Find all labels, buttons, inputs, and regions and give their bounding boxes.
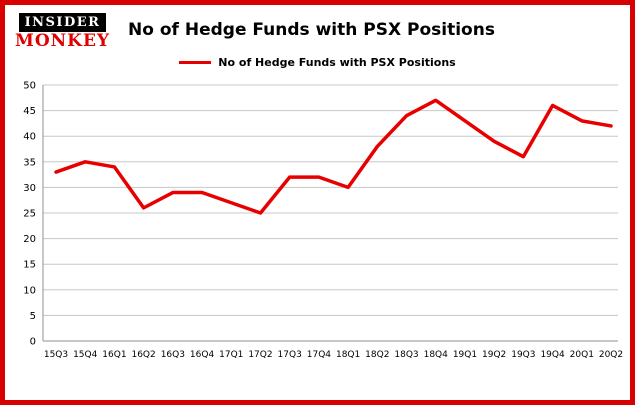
- x-tick-label: 20Q2: [599, 350, 623, 360]
- x-tick-label: 16Q3: [161, 350, 185, 360]
- legend-label: No of Hedge Funds with PSX Positions: [218, 56, 456, 69]
- x-tick-label: 19Q3: [511, 350, 535, 360]
- y-tick-label: 0: [30, 337, 36, 348]
- x-tick-label: 18Q4: [424, 350, 449, 360]
- logo-monkey-text: MONKEY: [15, 31, 111, 51]
- x-tick-label: 20Q1: [570, 350, 594, 360]
- x-tick-label: 17Q3: [278, 350, 302, 360]
- y-tick-label: 30: [23, 183, 36, 194]
- legend-line-swatch: [179, 61, 212, 64]
- x-tick-label: 18Q1: [336, 350, 360, 360]
- y-tick-label: 5: [30, 311, 36, 322]
- chart-area: 0 5 10 15 20 25 30 35 40 45 50 15Q3 15Q4 16Q1 16Q2 16Q3…: [5, 69, 630, 377]
- insider-monkey-logo: INSIDER MONKEY: [15, 13, 110, 50]
- x-tick-label: 18Q3: [394, 350, 418, 360]
- header: INSIDER MONKEY No of Hedge Funds with PS…: [5, 5, 630, 50]
- y-tick-label: 20: [23, 234, 36, 245]
- logo-insider-text: INSIDER: [18, 13, 107, 32]
- x-tick-label: 17Q4: [307, 350, 332, 360]
- x-tick-label: 16Q1: [102, 350, 126, 360]
- chart-title: No of Hedge Funds with PSX Positions: [128, 20, 495, 40]
- x-tick-label: 17Q1: [219, 350, 243, 360]
- x-tick-label: 19Q2: [482, 350, 506, 360]
- x-tick-label: 19Q1: [453, 350, 477, 360]
- y-tick-label: 35: [23, 157, 36, 168]
- x-tick-label: 15Q4: [73, 350, 98, 360]
- x-tick-label: 16Q2: [131, 350, 155, 360]
- y-tick-label: 10: [23, 285, 36, 296]
- y-tick-label: 15: [23, 260, 36, 271]
- x-tick-label: 15Q3: [44, 350, 68, 360]
- y-tick-label: 25: [23, 209, 36, 220]
- y-tick-label: 40: [23, 132, 36, 143]
- legend: No of Hedge Funds with PSX Positions: [5, 56, 630, 69]
- y-tick-label: 50: [23, 81, 36, 92]
- line-chart: 0 5 10 15 20 25 30 35 40 45 50 15Q3 15Q4 16Q1 16Q2 16Q3…: [23, 81, 623, 361]
- x-tick-label: 16Q4: [190, 350, 215, 360]
- x-tick-label: 18Q2: [365, 350, 389, 360]
- x-tick-label: 17Q2: [248, 350, 272, 360]
- series-line: [54, 98, 613, 215]
- y-tick-label: 45: [23, 106, 36, 117]
- x-tick-label: 19Q4: [540, 350, 565, 360]
